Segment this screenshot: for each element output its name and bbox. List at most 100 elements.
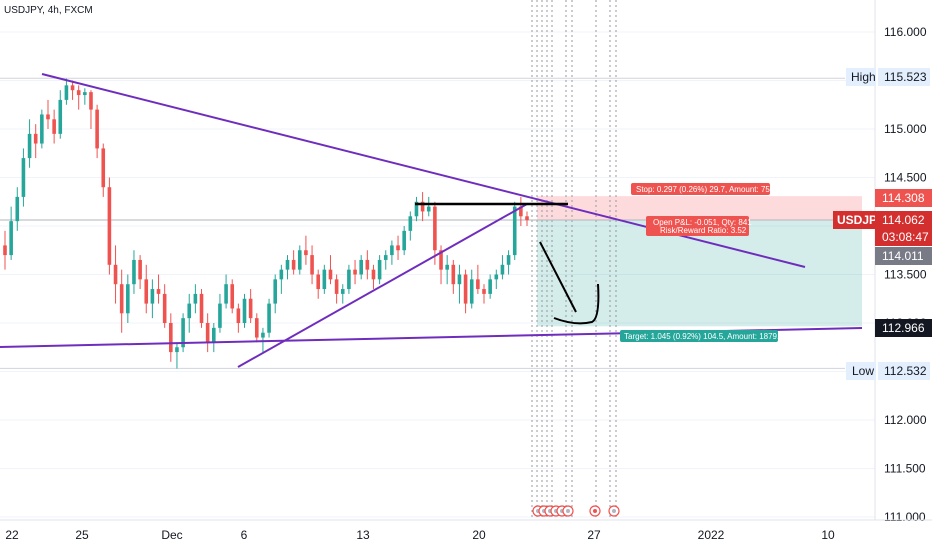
- candle-body: [402, 230, 406, 251]
- candle-body: [193, 293, 198, 304]
- candle-body: [506, 255, 511, 265]
- candle-body: [15, 196, 20, 222]
- candle-body: [408, 216, 413, 231]
- target-price-tag: 112.966: [875, 319, 932, 337]
- candle-body: [310, 255, 314, 275]
- stop-price-tag: 114.308: [875, 189, 932, 207]
- economic-events[interactable]: [532, 505, 620, 517]
- candle-body: [181, 318, 185, 348]
- candle-body: [420, 201, 425, 212]
- candle-body: [273, 279, 278, 304]
- candle-body: [316, 274, 320, 290]
- candle-body: [525, 216, 529, 221]
- candle-body: [52, 119, 56, 134]
- candle-body: [304, 250, 308, 256]
- y-tick-label: 111.000: [884, 510, 926, 524]
- candle-body: [40, 114, 44, 144]
- candle-body: [162, 293, 167, 323]
- x-tick-label: 13: [356, 528, 370, 542]
- candle-body: [126, 284, 130, 314]
- freehand-arrow[interactable]: [539, 241, 600, 325]
- x-tick-label: 10: [821, 528, 835, 542]
- svg-text:Open P&L: -0.051, Qty: 841: Open P&L: -0.051, Qty: 841: [653, 218, 752, 227]
- candle-body: [279, 269, 284, 280]
- candle-body: [205, 323, 210, 343]
- candle-body: [500, 264, 505, 275]
- candle-body: [371, 269, 376, 280]
- stop-loss-zone[interactable]: [537, 196, 862, 220]
- candle-body: [426, 206, 431, 212]
- svg-text:Risk/Reward Ratio: 3.52: Risk/Reward Ratio: 3.52: [660, 226, 747, 235]
- candle-body: [261, 332, 265, 338]
- candle-body: [224, 284, 228, 304]
- stop-label: Stop: 0.297 (0.26%) 29.7, Amount: 750: [631, 183, 775, 195]
- candle-body: [9, 221, 13, 256]
- candle-body: [199, 293, 204, 323]
- candle-body: [212, 327, 216, 343]
- time-axis[interactable]: 22 25 Dec 6 13 20 27 2022 10: [5, 528, 835, 542]
- y-tick-label: 112.000: [884, 413, 927, 427]
- x-tick-label: 20: [472, 528, 486, 542]
- high-marker: High 115.523: [846, 68, 930, 86]
- candle-body: [101, 148, 106, 188]
- grid: [0, 31, 875, 518]
- candle-body: [390, 245, 394, 256]
- candle-body: [83, 92, 87, 96]
- pnl-label: Open P&L: -0.051, Qty: 841 Risk/Reward R…: [646, 216, 752, 236]
- take-profit-zone[interactable]: [537, 219, 862, 327]
- svg-text:114.308: 114.308: [882, 191, 925, 205]
- candle-body: [150, 289, 155, 304]
- current-price-tag: USDJPY 114.062 03:08:47: [833, 211, 932, 246]
- symbol-header: USDJPY, 4h, FXCM: [4, 5, 93, 16]
- x-tick-label: 27: [587, 528, 601, 542]
- candle-body: [156, 289, 161, 294]
- candle-body: [414, 201, 419, 217]
- candle-body: [482, 289, 486, 294]
- candle-body: [218, 303, 222, 328]
- candle-body: [242, 298, 247, 323]
- candle-body: [113, 264, 118, 285]
- candle-body: [457, 274, 462, 285]
- x-tick-label: 25: [75, 528, 89, 542]
- bid-price-tag: 114.011: [875, 247, 932, 265]
- candle-body: [138, 259, 142, 280]
- high-value: 115.523: [884, 70, 927, 84]
- bar-countdown: 03:08:47: [882, 230, 929, 244]
- candle-body: [3, 245, 7, 256]
- candle-body: [334, 279, 339, 294]
- ascending-trendline[interactable]: [237, 203, 528, 368]
- svg-text:112.966: 112.966: [882, 321, 925, 335]
- candle-body: [236, 308, 241, 323]
- candle-body: [27, 133, 32, 159]
- candle-body: [33, 133, 38, 144]
- candle-body: [469, 279, 474, 304]
- candle-body: [476, 279, 480, 290]
- candle-body: [328, 269, 333, 280]
- candle-body: [89, 92, 93, 110]
- candle-body: [340, 289, 345, 294]
- candle-body: [46, 114, 50, 120]
- candle-body: [132, 259, 136, 285]
- candle-body: [365, 259, 370, 270]
- candle-body: [64, 85, 69, 100]
- svg-text:Stop: 0.297 (0.26%) 29.7, Amou: Stop: 0.297 (0.26%) 29.7, Amount: 750: [636, 185, 775, 194]
- candle-body: [254, 318, 259, 338]
- candle-body: [107, 187, 112, 265]
- candle-body: [396, 245, 400, 251]
- y-tick-label: 116.000: [884, 25, 927, 39]
- symbol-badge: USDJPY: [837, 213, 885, 227]
- candle-body: [285, 259, 290, 270]
- candle-body: [353, 269, 357, 275]
- candle-body: [291, 259, 296, 270]
- candle-body: [439, 250, 443, 270]
- svg-text:Target: 1.045 (0.92%) 104.5, A: Target: 1.045 (0.92%) 104.5, Amount: 187…: [624, 332, 789, 341]
- svg-text:High: High: [851, 70, 876, 84]
- low-marker: Low 112.532: [846, 362, 930, 380]
- candle-body: [169, 323, 173, 353]
- candle-body: [76, 90, 81, 96]
- candle-body: [297, 250, 302, 270]
- y-tick-label: 115.000: [884, 122, 927, 136]
- low-value: 112.532: [884, 364, 927, 378]
